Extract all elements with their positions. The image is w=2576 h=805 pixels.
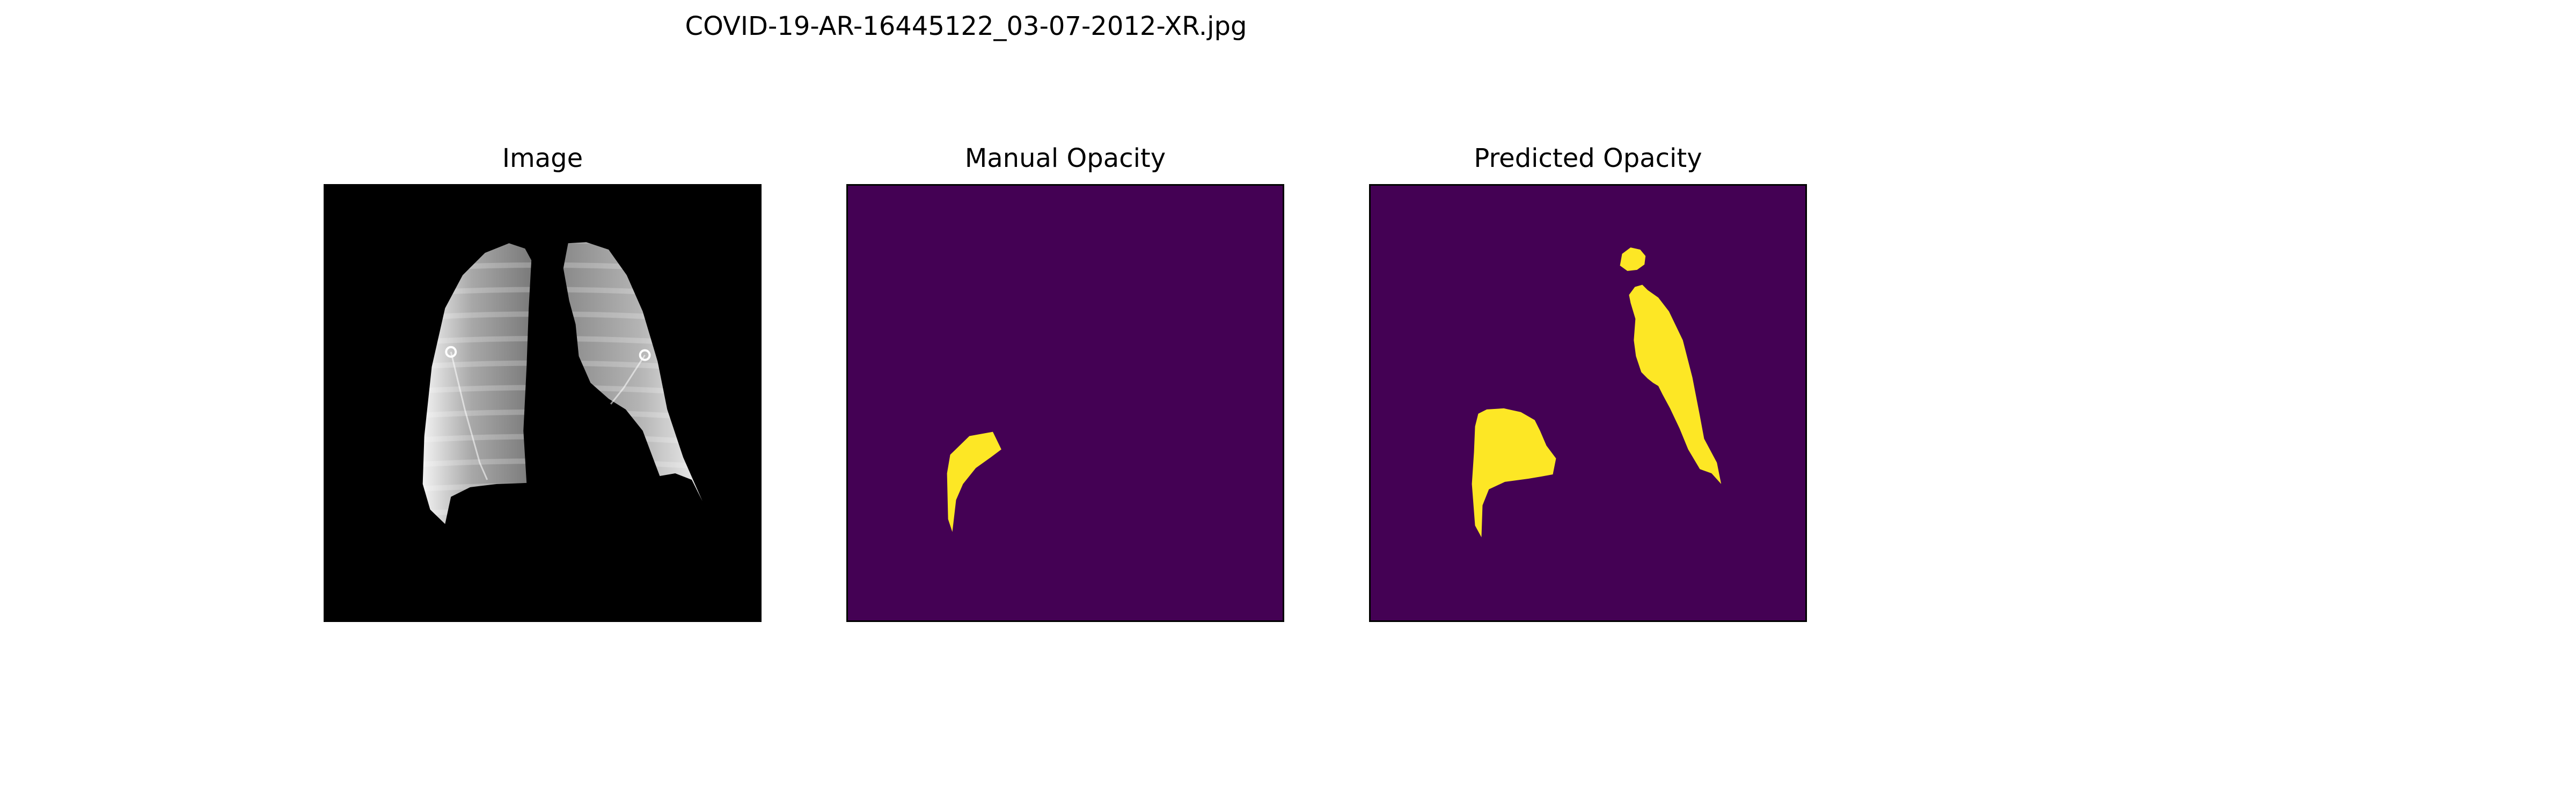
manual-opacity-mask (848, 186, 1283, 620)
predicted-opacity-region-left (1472, 408, 1556, 538)
panel-title-image: Image (502, 143, 583, 173)
ecg-lead-left (450, 352, 488, 480)
xray-image-panel (324, 184, 762, 622)
predicted-opacity-region-right (1629, 284, 1722, 484)
panel-title-manual-opacity: Manual Opacity (964, 143, 1166, 173)
xray-image (325, 186, 760, 620)
predicted-opacity-panel (1369, 184, 1807, 622)
predicted-opacity-mask (1371, 186, 1805, 620)
figure-title: COVID-19-AR-16445122_03-07-2012-XR.jpg (685, 11, 1247, 41)
ecg-lead-right (610, 354, 646, 405)
xray-background (325, 186, 760, 620)
manual-opacity-panel (846, 184, 1284, 622)
predicted-opacity-region-top (1620, 247, 1646, 271)
manual-opacity-region (947, 431, 1001, 532)
panel-title-predicted-opacity: Predicted Opacity (1474, 143, 1702, 173)
electrode-right (639, 349, 651, 361)
mask-background (1371, 186, 1805, 620)
electrode-left (445, 346, 457, 358)
mask-background (848, 186, 1283, 620)
